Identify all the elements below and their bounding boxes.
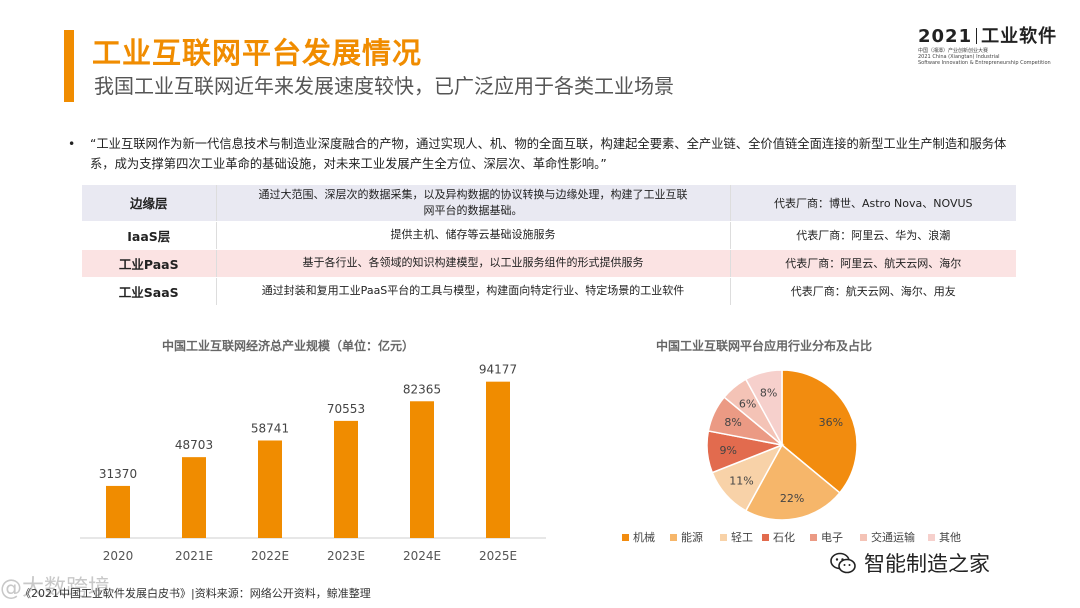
layer-vendors: 代表厂商：航天云网、海尔、用友	[730, 277, 1016, 306]
legend-label: 机械	[633, 530, 655, 544]
bar-data-label: 82365	[403, 382, 441, 396]
pie-chart-title: 中国工业互联网平台应用行业分布及占比	[656, 339, 873, 353]
logo-text: 工业软件	[981, 26, 1058, 47]
pie-data-label: 8%	[760, 387, 777, 400]
pie-data-label: 6%	[739, 397, 756, 410]
layer-vendors: 代表厂商：阿里云、华为、浪潮	[730, 221, 1016, 250]
x-tick-label: 2024E	[403, 549, 441, 563]
page-title: 工业互联网平台发展情况	[92, 36, 423, 70]
pie-data-label: 8%	[724, 416, 741, 429]
bar-data-label: 58741	[251, 421, 289, 435]
logo-main: 2021 工业软件	[918, 22, 1056, 48]
legend-swatch	[928, 534, 935, 541]
platform-layers-table: 边缘层 通过大范围、深层次的数据采集，以及异构数据的协议转换与边缘处理，构建了工…	[82, 185, 1016, 306]
bar-data-label: 31370	[99, 467, 137, 481]
legend-label: 交通运输	[871, 530, 915, 544]
legend-swatch	[860, 534, 867, 541]
legend-swatch	[670, 534, 677, 541]
logo-sub-line1: 中国（湘潭）产业创新创业大赛	[918, 48, 989, 54]
bar	[182, 457, 206, 538]
x-tick-label: 2022E	[251, 549, 289, 563]
layer-vendors: 代表厂商：阿里云、航天云网、海尔	[730, 249, 1016, 278]
x-tick-label: 2025E	[479, 549, 517, 563]
legend-swatch	[762, 534, 769, 541]
definition-quote: • “工业互联网作为新一代信息技术与制造业深度融合的产物，通过实现人、机、物的全…	[68, 134, 1028, 174]
pie-slice	[744, 369, 783, 446]
layer-description: 提供主机、储存等云基础设施服务	[215, 221, 731, 250]
layer-row: IaaS层 提供主机、储存等云基础设施服务 代表厂商：阿里云、华为、浪潮	[82, 221, 1016, 250]
pie-data-label: 36%	[819, 416, 843, 429]
bar	[258, 440, 282, 538]
layer-vendors: 代表厂商：博世、Astro Nova、NOVUS	[730, 185, 1016, 222]
legend-label: 石化	[773, 530, 795, 544]
bar-chart-title: 中国工业互联网经济总产业规模（单位：亿元）	[162, 339, 415, 353]
logo-sub-line3: Software Innovation & Entrepreneurship C…	[918, 60, 1051, 66]
wechat-account-badge: 智能制造之家	[830, 548, 990, 578]
layer-name: 工业SaaS	[82, 277, 216, 306]
layer-row: 工业PaaS 基于各行业、各领域的知识构建模型，以工业服务组件的形式提供服务 代…	[82, 249, 1016, 278]
quote-text: “工业互联网作为新一代信息技术与制造业深度融合的产物，通过实现人、机、物的全面互…	[90, 137, 1007, 171]
pie-data-label: 11%	[729, 475, 753, 488]
wechat-icon	[830, 552, 856, 574]
layer-name: 工业PaaS	[82, 249, 216, 278]
watermark: @大数跨境	[0, 576, 111, 601]
title-accent-bar	[64, 30, 74, 102]
legend-label: 能源	[681, 530, 703, 544]
layer-row: 工业SaaS 通过封装和复用工业PaaS平台的工具与模型，构建面向特定行业、特定…	[82, 277, 1016, 306]
bar	[334, 420, 358, 538]
layer-description: 基于各行业、各领域的知识构建模型，以工业服务组件的形式提供服务	[215, 249, 731, 278]
pie-data-label: 9%	[720, 444, 737, 457]
layer-row: 边缘层 通过大范围、深层次的数据采集，以及异构数据的协议转换与边缘处理，构建了工…	[82, 185, 1016, 222]
layer-description: 通过封装和复用工业PaaS平台的工具与模型，构建面向特定行业、特定场景的工业软件	[215, 277, 731, 306]
bar-data-label: 94177	[479, 363, 517, 377]
bar	[486, 381, 510, 538]
legend-swatch	[810, 534, 817, 541]
x-tick-label: 2023E	[327, 549, 365, 563]
logo-sub-line2: 2021 China (Xiangtan) Industrial	[918, 54, 1000, 60]
competition-logo: 2021 工业软件 中国（湘潭）产业创新创业大赛 2021 China (Xian…	[918, 22, 1056, 66]
bullet-marker: •	[68, 137, 76, 151]
bar-data-label: 70553	[327, 402, 365, 416]
x-tick-label: 2021E	[175, 549, 213, 563]
bar	[410, 401, 434, 538]
wechat-account-name: 智能制造之家	[864, 552, 990, 576]
pie-data-label: 22%	[780, 492, 804, 505]
x-tick-label: 2020	[103, 549, 134, 563]
pie-slice	[781, 369, 858, 494]
layer-name: 边缘层	[82, 185, 216, 222]
legend-label: 其他	[939, 531, 961, 544]
legend-swatch	[622, 534, 629, 541]
layer-name: IaaS层	[82, 221, 216, 250]
source-footnote: 《2021中国工业软件发展白皮书》|资料来源：网络公开资料，鲸准整理	[20, 587, 371, 600]
bar-chart: 31370 2020 48703 2021E 58741 2022E 70553 2023E 8…	[80, 363, 546, 563]
page-subtitle: 我国工业互联网近年来发展速度较快，已广泛应用于各类工业场景	[94, 74, 674, 98]
pie-slice	[744, 443, 841, 521]
logo-year: 2021	[918, 26, 973, 47]
legend-swatch	[720, 534, 727, 541]
pie-chart: 36% 22% 11% 9% 8% 6% 8% 机械 能源 轻工 石化 电子 交通运输 其他	[622, 369, 961, 544]
bar-data-label: 48703	[175, 438, 213, 452]
legend-label: 轻工	[731, 530, 753, 544]
layer-description: 通过大范围、深层次的数据采集，以及异构数据的协议转换与边缘处理，构建了工业互联网…	[215, 185, 731, 222]
bar	[106, 485, 130, 538]
legend-label: 电子	[821, 531, 843, 544]
